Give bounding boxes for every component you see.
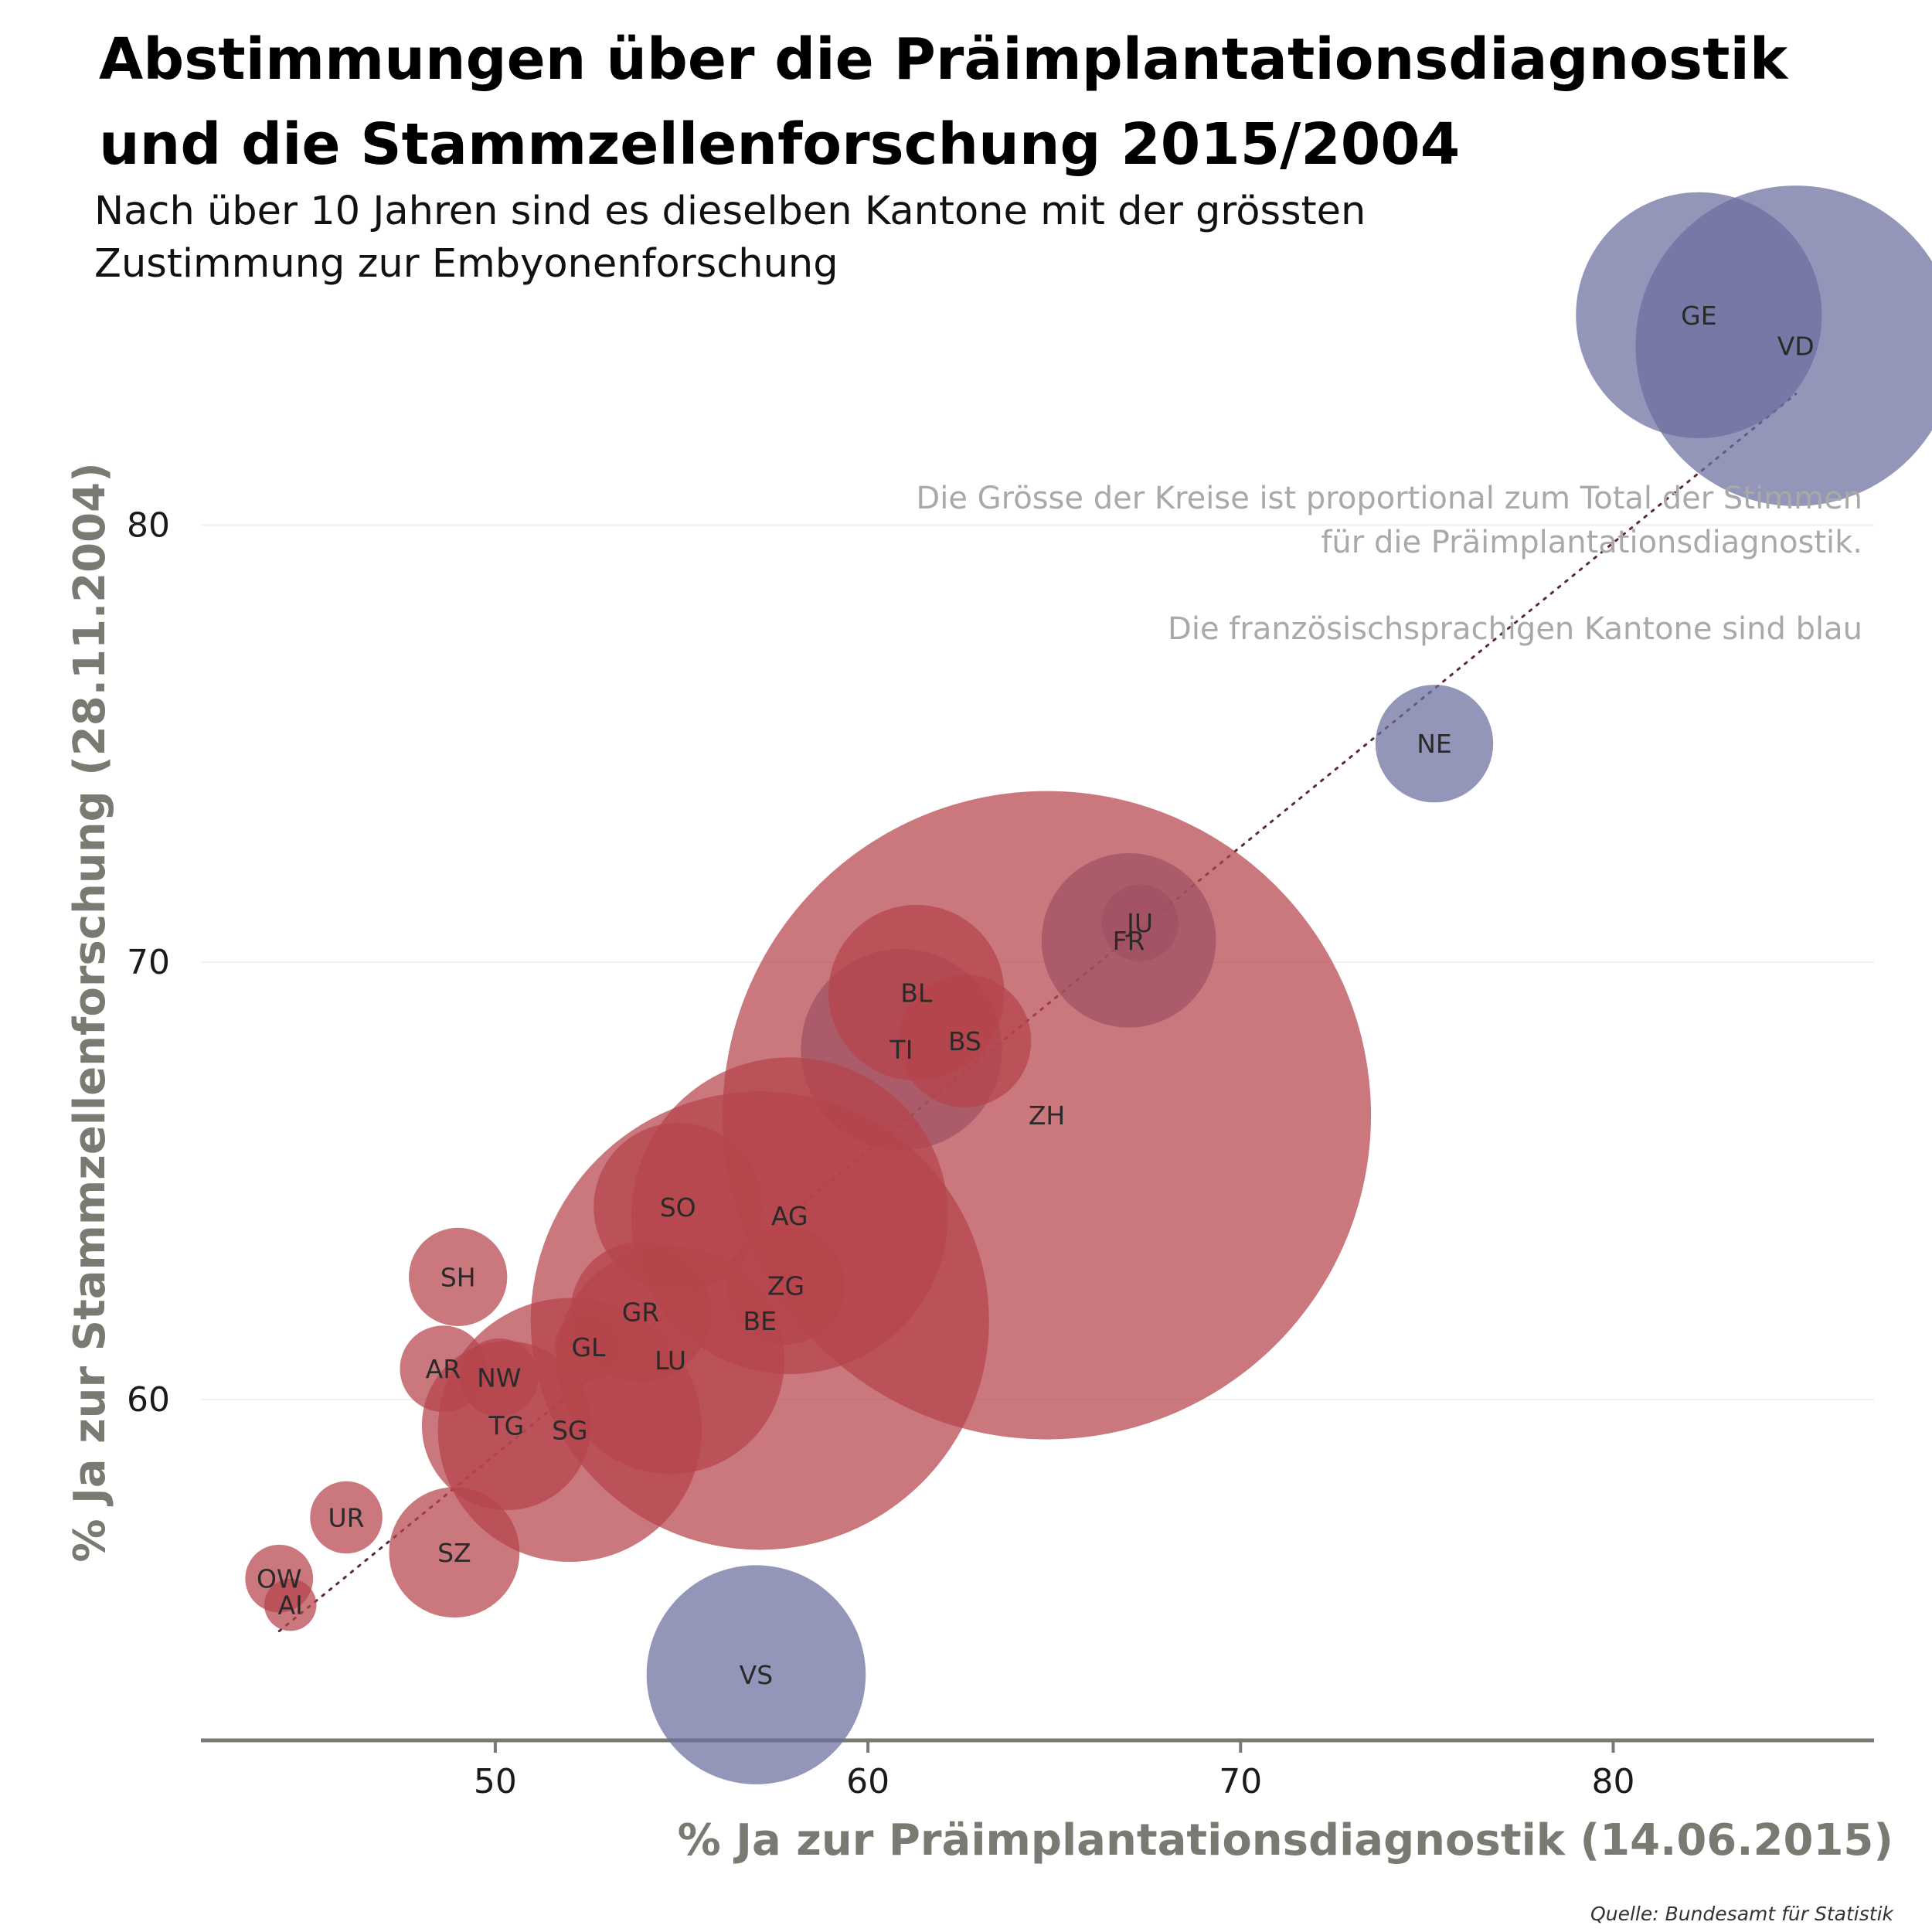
bubble-sz[interactable]	[389, 1487, 520, 1618]
bubble-label-sg: SG	[552, 1415, 588, 1445]
y-tick-label: 70	[127, 943, 170, 982]
bubble-label-ne: NE	[1417, 729, 1452, 759]
bubble-label-ti: TI	[889, 1035, 913, 1065]
y-tick-label: 80	[127, 505, 170, 545]
bubble-label-ur: UR	[328, 1503, 365, 1533]
bubble-label-vd: VD	[1777, 331, 1815, 361]
bubble-vs[interactable]	[646, 1565, 866, 1784]
bubble-label-ow: OW	[257, 1564, 302, 1594]
bubble-label-bs: BS	[948, 1026, 981, 1056]
bubble-label-vs: VS	[740, 1660, 774, 1690]
x-axis-ticks: 50 60 70 80	[474, 1740, 1634, 1801]
x-tick-label: 80	[1591, 1762, 1634, 1801]
bubble-ne[interactable]	[1375, 685, 1494, 803]
source-note: Quelle: Bundesamt für Statistik	[1590, 1903, 1894, 1925]
x-tick-label: 60	[846, 1762, 889, 1801]
bubble-label-zh: ZH	[1029, 1100, 1065, 1131]
bubble-label-fr: FR	[1113, 926, 1145, 956]
bubble-vd[interactable]	[1635, 185, 1932, 506]
bubbles	[245, 185, 1932, 1784]
bubble-label-sh: SH	[440, 1262, 476, 1292]
bubble-label-gr: GR	[622, 1298, 660, 1328]
x-axis-title: % Ja zur Präimplantationsdiagnostik (14.…	[678, 1815, 1893, 1866]
y-axis-title: % Ja zur Stammzellenforschung (28.11.200…	[65, 462, 115, 1562]
bubble-sg[interactable]	[437, 1298, 702, 1563]
bubble-label-bl: BL	[900, 978, 933, 1009]
bubble-sh[interactable]	[409, 1227, 508, 1327]
bubble-label-ag: AG	[771, 1201, 808, 1231]
bubble-label-zg: ZG	[767, 1271, 804, 1301]
x-tick-label: 50	[474, 1762, 517, 1801]
note-line-1: Die Grösse der Kreise ist proportional z…	[916, 481, 1862, 516]
bubble-ai[interactable]	[264, 1578, 317, 1631]
bubble-label-ge: GE	[1681, 301, 1716, 331]
bubble-label-lu: LU	[655, 1345, 686, 1376]
bubble-label-gl: GL	[571, 1332, 606, 1362]
bubble-label-tg: TG	[488, 1411, 525, 1441]
bubble-label-nw: NW	[477, 1362, 521, 1393]
bubble-label-be: BE	[743, 1306, 777, 1336]
y-axis-ticks: 60 70 80	[127, 505, 170, 1419]
y-tick-label: 60	[127, 1380, 170, 1420]
bubble-label-ar: AR	[426, 1354, 461, 1384]
x-tick-label: 70	[1219, 1762, 1262, 1801]
subtitle-line-1: Nach über 10 Jahren sind es dieselben Ka…	[94, 189, 1366, 234]
chart-title: Abstimmungen über die Präimplantationsdi…	[99, 26, 1788, 178]
bubble-label-ai: AI	[278, 1590, 303, 1621]
bubble-label-sz: SZ	[437, 1538, 471, 1568]
chart-subtitle: Nach über 10 Jahren sind es dieselben Ka…	[94, 185, 1485, 291]
note-line-2: für die Präimplantationsdiagnostik.	[1321, 525, 1862, 560]
bubble-label-ju: JU	[1125, 908, 1153, 938]
bubble-ur[interactable]	[310, 1481, 383, 1554]
note-line-3: Die französischsprachigen Kantone sind b…	[1168, 611, 1862, 647]
bubble-label-so: SO	[660, 1192, 696, 1223]
subtitle-line-2: Zustimmung zur Embyonenforschung	[94, 241, 838, 287]
